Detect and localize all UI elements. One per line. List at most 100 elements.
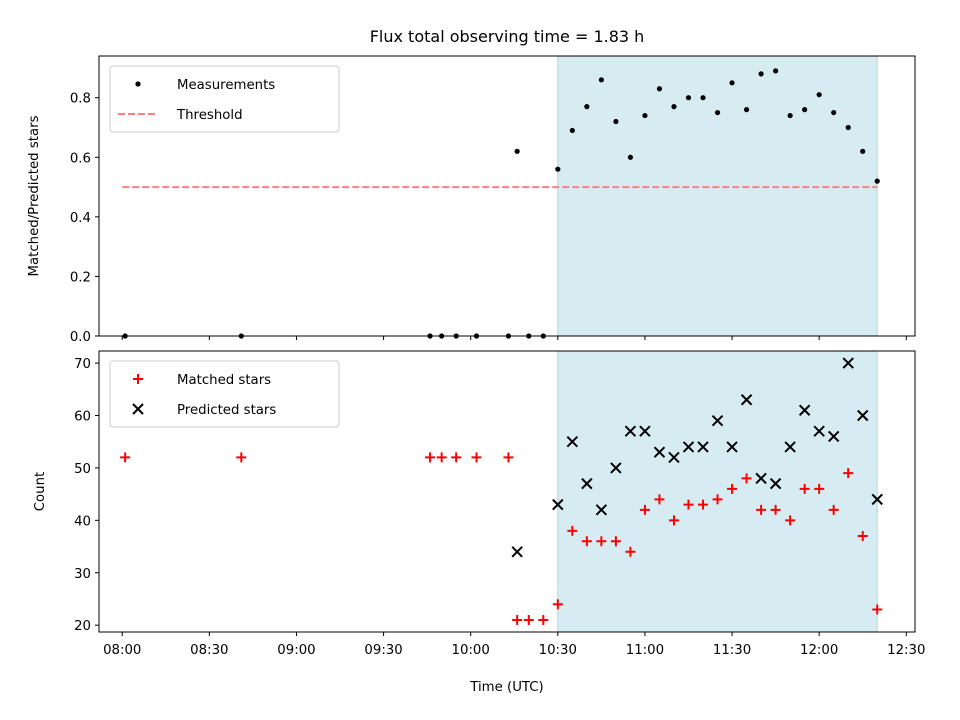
y-tick-label: 70	[74, 357, 91, 372]
predicted-star-point	[624, 425, 637, 437]
measurement-point	[802, 107, 808, 113]
matched-star-point	[625, 546, 636, 557]
matched-star-point	[683, 499, 694, 510]
x-tick-label: 12:30	[887, 643, 925, 658]
x-tick-label: 10:30	[539, 643, 577, 658]
predicted-star-point	[842, 357, 854, 369]
matched-star-point	[596, 536, 607, 547]
legend-label: Predicted stars	[177, 403, 276, 418]
measurement-point	[758, 71, 764, 77]
x-tick-label: 10:00	[452, 643, 490, 658]
predicted-star-point	[697, 441, 709, 453]
matched-star-point	[581, 536, 592, 547]
y-tick-label: 0.6	[70, 151, 91, 166]
matched-star-point	[799, 483, 810, 494]
predicted-star-point	[798, 404, 811, 416]
matched-star-point	[654, 494, 665, 505]
legend-marker	[133, 374, 143, 384]
predicted-star-point	[726, 441, 738, 453]
x-tick-label: 11:00	[626, 643, 664, 658]
predicted-star-point	[511, 546, 523, 558]
legend: Matched stars Predicted stars	[109, 360, 340, 428]
matched-star-point	[236, 452, 247, 463]
measurement-point	[874, 178, 880, 184]
measurement-point	[700, 95, 706, 101]
predicted-star-point	[653, 446, 666, 458]
legend-label: Threshold	[176, 108, 243, 123]
legend: Measurements Threshold	[109, 65, 340, 133]
measurement-point	[627, 154, 634, 160]
x-tick-label: 08:30	[190, 643, 228, 658]
predicted-star-point	[581, 477, 593, 490]
predicted-star-point	[755, 472, 767, 485]
matched-star-point	[872, 604, 883, 615]
predicted-star-point	[827, 430, 840, 443]
measurement-point	[860, 148, 866, 154]
y-tick-label: 60	[74, 409, 91, 424]
matched-star-point	[552, 599, 563, 610]
predicted-star-point	[711, 415, 724, 427]
predicted-star-point	[566, 435, 579, 448]
shaded-interval	[557, 55, 878, 337]
top-panel: 0.0 0.2 0.4 0.6 0.8 Matched/Predicted stars Me…	[27, 55, 916, 345]
matched-star-point	[451, 452, 462, 463]
measurement-point	[598, 77, 604, 83]
legend-box	[109, 360, 340, 428]
measurement-point	[671, 104, 677, 110]
matched-star-point	[814, 483, 825, 494]
y-axis-label: Matched/Predicted stars	[27, 115, 42, 276]
matched-star-point	[512, 614, 523, 625]
predicted-star-point	[769, 477, 782, 490]
matched-star-point	[610, 536, 621, 547]
measurement-point	[729, 80, 735, 86]
measurement-point	[773, 68, 779, 74]
predicted-star-point	[682, 441, 695, 453]
measurement-point	[845, 124, 851, 131]
legend-marker	[135, 81, 141, 87]
matched-star-point	[857, 531, 868, 542]
y-tick-label: 0.8	[70, 92, 91, 107]
matched-star-point	[120, 452, 131, 463]
y-tick-label: 20	[74, 619, 91, 634]
x-tick-label: 09:30	[364, 643, 402, 658]
y-tick-label: 50	[74, 462, 91, 477]
measurement-point	[787, 112, 793, 119]
bottom-panel: 20 30 40 50 60 70 08:00 08:30 09:00 09:30 10:00 10:…	[33, 350, 925, 658]
y-tick-label: 0.2	[70, 270, 91, 285]
predicted-star-point	[639, 425, 651, 437]
matched-star-point	[668, 515, 679, 526]
matched-star-point	[471, 452, 482, 463]
legend-marker	[132, 403, 144, 415]
measurement-point	[714, 109, 721, 116]
matched-star-point	[567, 525, 578, 536]
predicted-star-point	[610, 462, 622, 474]
predicted-star-point	[552, 498, 564, 511]
matched-star-point	[698, 499, 709, 510]
predicted-star-point	[813, 425, 825, 437]
measurement-point	[743, 107, 750, 113]
predicted-star-point	[784, 441, 796, 453]
x-tick-label: 12:00	[800, 643, 838, 658]
x-tick-label: 09:00	[277, 643, 315, 658]
predicted-star-point	[668, 451, 680, 464]
measurement-point	[613, 118, 619, 125]
legend-box	[109, 65, 340, 133]
matched-star-point	[770, 504, 781, 515]
measurement-point	[831, 109, 837, 116]
measurement-point	[816, 92, 822, 98]
y-axis-label: Count	[33, 472, 48, 512]
predicted-star-point	[595, 504, 608, 516]
matched-star-point	[538, 614, 549, 625]
measurement-point	[584, 104, 590, 110]
matched-star-point	[741, 473, 752, 484]
measurement-point	[656, 86, 663, 92]
matched-star-point	[828, 504, 839, 515]
matched-star-point	[425, 452, 436, 463]
predicted-star-point	[740, 394, 753, 406]
measurement-point	[555, 166, 561, 172]
x-tick-label: 11:30	[713, 643, 751, 658]
matched-star-point	[523, 614, 534, 625]
matched-star-point	[503, 452, 514, 463]
matched-star-point	[756, 504, 767, 515]
